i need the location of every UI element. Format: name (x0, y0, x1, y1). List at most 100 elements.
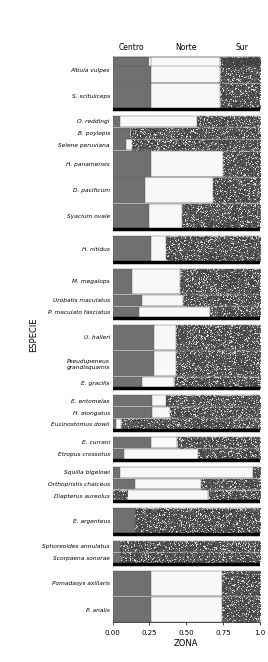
Point (124, 420, 128, 430)
Point (243, 162, 247, 172)
Point (155, 519, 159, 530)
Point (178, 338, 182, 348)
Point (252, 516, 256, 527)
Point (216, 266, 221, 277)
Point (233, 246, 237, 256)
Point (249, 329, 253, 340)
Point (219, 526, 224, 536)
Point (247, 574, 251, 585)
Point (250, 544, 254, 554)
Point (257, 91, 261, 101)
Point (243, 363, 247, 374)
Point (223, 422, 227, 432)
Point (242, 216, 246, 226)
Point (209, 354, 213, 364)
Point (246, 609, 251, 620)
Point (216, 279, 220, 290)
Point (214, 295, 218, 305)
Point (235, 616, 240, 626)
Point (166, 414, 170, 425)
Point (183, 540, 187, 550)
Point (236, 524, 241, 535)
Point (219, 328, 223, 338)
Point (232, 67, 236, 77)
Point (227, 360, 231, 371)
Point (138, 423, 143, 434)
Point (240, 589, 245, 600)
Point (199, 126, 203, 136)
Point (210, 218, 214, 229)
Point (146, 544, 150, 554)
Point (253, 397, 257, 408)
Point (247, 504, 251, 515)
Point (136, 550, 141, 561)
Point (196, 266, 200, 277)
Point (183, 128, 187, 139)
Point (198, 264, 203, 275)
Point (152, 126, 157, 136)
Point (210, 210, 214, 220)
Point (247, 393, 251, 404)
Point (252, 516, 256, 527)
Point (234, 71, 238, 82)
Point (246, 267, 250, 278)
Point (222, 400, 226, 410)
Point (255, 482, 260, 493)
Point (232, 135, 236, 146)
Point (209, 515, 213, 526)
Point (184, 347, 188, 357)
Point (195, 355, 199, 366)
Point (204, 352, 209, 363)
Point (243, 293, 247, 303)
Point (203, 218, 208, 229)
Point (240, 281, 244, 292)
Point (212, 528, 216, 538)
Point (242, 538, 246, 549)
Point (188, 135, 193, 146)
Point (222, 130, 227, 141)
Point (253, 351, 257, 361)
Point (229, 369, 233, 380)
Point (189, 273, 193, 283)
Point (226, 599, 230, 610)
Point (192, 296, 196, 307)
Point (228, 578, 232, 589)
Point (253, 359, 258, 370)
Point (190, 332, 194, 342)
Point (254, 549, 258, 560)
Point (215, 254, 220, 264)
Point (240, 253, 245, 263)
Point (198, 434, 202, 445)
Point (191, 416, 195, 426)
Point (242, 381, 246, 391)
Point (167, 248, 171, 259)
Point (241, 168, 245, 179)
Point (174, 417, 178, 428)
Point (243, 422, 247, 433)
Point (191, 208, 195, 218)
Point (250, 337, 255, 348)
Point (183, 271, 187, 281)
Point (192, 340, 196, 351)
Point (169, 396, 173, 406)
Point (217, 436, 221, 447)
Point (248, 338, 252, 348)
Point (242, 67, 246, 77)
Point (143, 553, 147, 564)
Point (235, 526, 239, 536)
Point (129, 554, 133, 565)
Point (203, 442, 208, 453)
Point (227, 264, 232, 275)
Point (183, 296, 187, 307)
Point (133, 518, 137, 529)
Point (243, 211, 248, 222)
Point (248, 590, 252, 600)
Point (218, 58, 223, 69)
Point (219, 398, 224, 408)
Point (224, 347, 228, 357)
Point (198, 276, 202, 287)
Point (154, 423, 159, 434)
Point (199, 269, 203, 279)
Point (255, 442, 259, 453)
Point (243, 131, 248, 142)
